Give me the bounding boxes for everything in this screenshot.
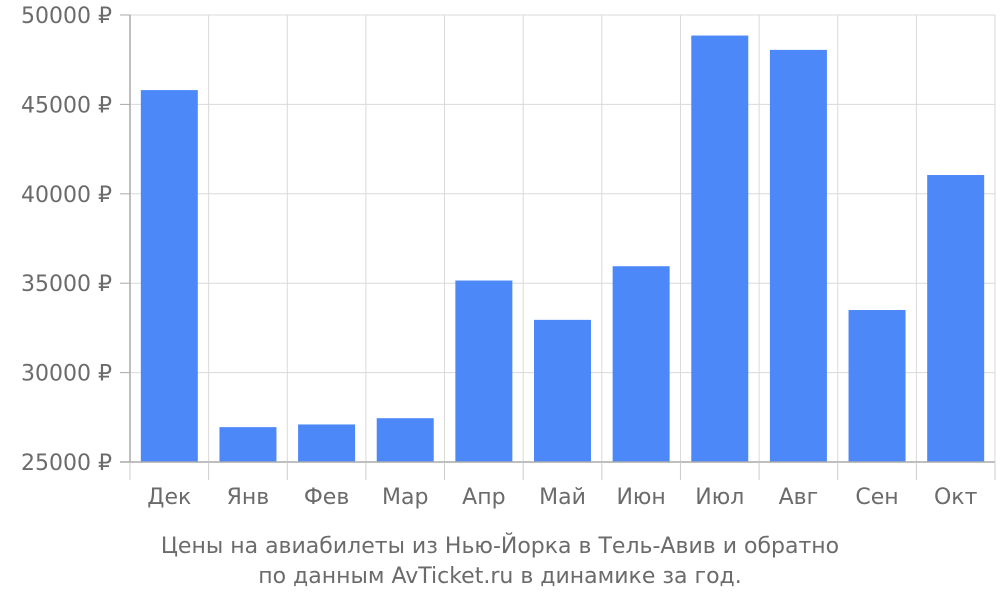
x-tick-label: Фев (304, 485, 349, 510)
y-tick-label: 30000 ₽ (21, 362, 112, 387)
y-tick-labels: 25000 ₽ 30000 ₽ 35000 ₽ 40000 ₽ 45000 ₽ 50000… (21, 4, 112, 476)
bar-Авг (769, 49, 827, 463)
y-tick-label: 40000 ₽ (21, 183, 112, 208)
bar-Июн (612, 266, 670, 462)
bars (140, 35, 985, 463)
x-tick-labels: Дек Янв Фев Мар Апр Май Июн Июл Авг Сен Окт (147, 485, 977, 510)
bar-Дек (140, 90, 198, 462)
y-tick-label: 45000 ₽ (21, 93, 112, 118)
bar-Сен (848, 310, 906, 462)
x-tick-label: Мар (382, 485, 428, 510)
chart-caption-line-2: по данным AvTicket.ru в динамике за год. (258, 564, 742, 589)
x-tick-label: Дек (147, 485, 191, 510)
x-tick-label: Июл (695, 485, 744, 510)
x-tick-label: Янв (227, 485, 270, 510)
x-tick-label: Июн (616, 485, 665, 510)
y-tick-label: 25000 ₽ (21, 451, 112, 476)
bar-Май (534, 319, 591, 462)
x-tick-label: Авг (779, 485, 819, 510)
x-tick-label: Сен (855, 485, 898, 510)
x-tick-label: Май (539, 485, 586, 510)
chart-caption-line-1: Цены на авиабилеты из Нью-Йорка в Тель-А… (160, 534, 840, 559)
bar-Мар (376, 418, 434, 462)
axes (120, 14, 996, 480)
bar-Фев (298, 424, 356, 462)
y-tick-label: 35000 ₽ (21, 272, 112, 297)
grid-lines (130, 14, 996, 463)
x-tick-label: Апр (462, 485, 505, 510)
bar-Окт (927, 175, 985, 462)
y-tick-label: 50000 ₽ (21, 4, 112, 29)
bar-Апр (455, 280, 513, 462)
bar-Янв (219, 427, 277, 462)
bar-Июл (691, 35, 749, 462)
x-tick-label: Окт (934, 485, 978, 510)
